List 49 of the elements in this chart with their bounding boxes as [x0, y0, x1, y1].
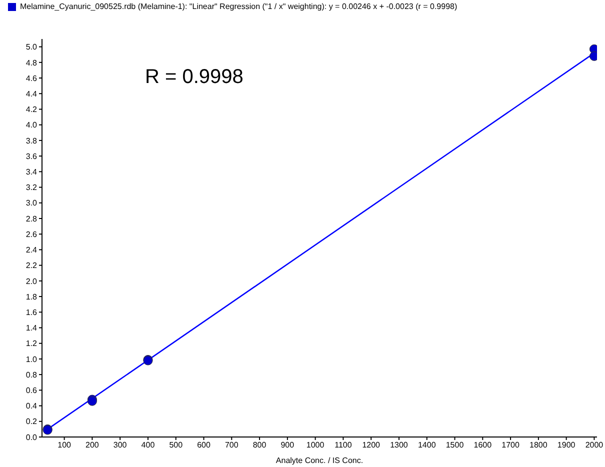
- x-tick-label: 1100: [334, 440, 352, 450]
- y-tick-label: 4.8: [26, 58, 38, 68]
- y-tick-label: 1.6: [26, 308, 38, 317]
- y-tick-label: 2.0: [26, 276, 38, 286]
- x-tick-label: 2000: [585, 440, 604, 450]
- y-tick-label: 0.8: [26, 370, 38, 380]
- x-tick-label: 1300: [390, 440, 408, 450]
- x-tick-label: 700: [224, 440, 239, 450]
- x-tick-label: 200: [86, 440, 100, 450]
- x-tick-label: 300: [113, 440, 128, 450]
- y-tick-label: 4.2: [26, 105, 38, 114]
- y-tick-label: 4.4: [26, 89, 38, 98]
- x-tick-label: 100: [58, 440, 72, 450]
- y-tick-label: 0.6: [26, 386, 38, 396]
- x-tick-label: 1700: [502, 440, 520, 450]
- y-tick-label: 4.0: [26, 120, 38, 130]
- x-tick-label: 1400: [418, 440, 436, 450]
- x-tick-label: 900: [280, 440, 295, 450]
- x-tick-label: 800: [252, 440, 267, 450]
- y-tick-label: 3.0: [26, 198, 38, 208]
- y-tick-label: 3.2: [26, 183, 38, 192]
- y-tick-label: 0.2: [26, 417, 38, 426]
- y-tick-label: 0.4: [26, 402, 38, 411]
- y-tick-label: 0.0: [26, 432, 38, 442]
- y-tick-label: 1.4: [26, 324, 38, 333]
- annotation: R = 0.9998: [145, 66, 244, 89]
- y-tick-label: 3.8: [26, 136, 38, 146]
- x-tick-label: 600: [197, 440, 211, 450]
- legend-label: Melamine_Cyanuric_090525.rdb (Melamine-1): "Linear" Regression ("1 / x" weighting): y = 0.00246 x + -0.0023 (r = 0.9998): [20, 2, 458, 11]
- y-tick-label: 3.6: [26, 152, 38, 161]
- x-tick-label: 1200: [362, 440, 381, 450]
- y-tick-label: 1.8: [26, 292, 38, 302]
- y-tick-label: 1.2: [26, 339, 38, 348]
- x-tick-label: 1900: [557, 440, 576, 450]
- y-tick-label: 1.0: [26, 354, 38, 364]
- x-tick-label: 1000: [306, 440, 325, 450]
- y-tick-label: 5.0: [26, 42, 38, 52]
- y-tick-label: 2.4: [26, 246, 38, 255]
- x-tick-label: 1500: [446, 440, 464, 450]
- y-tick-label: 2.2: [26, 261, 38, 270]
- y-tick-label: 3.4: [26, 168, 38, 177]
- x-tick-label: 1800: [530, 440, 548, 450]
- y-tick-label: 4.6: [26, 74, 38, 83]
- x-axis-title: Analyte Conc. / IS Conc.: [276, 456, 364, 465]
- x-tick-label: 1600: [474, 440, 492, 450]
- x-tick-label: 500: [169, 440, 184, 450]
- y-tick-label: 2.6: [26, 230, 38, 239]
- x-tick-label: 400: [141, 440, 156, 450]
- y-tick-label: 2.8: [26, 214, 38, 224]
